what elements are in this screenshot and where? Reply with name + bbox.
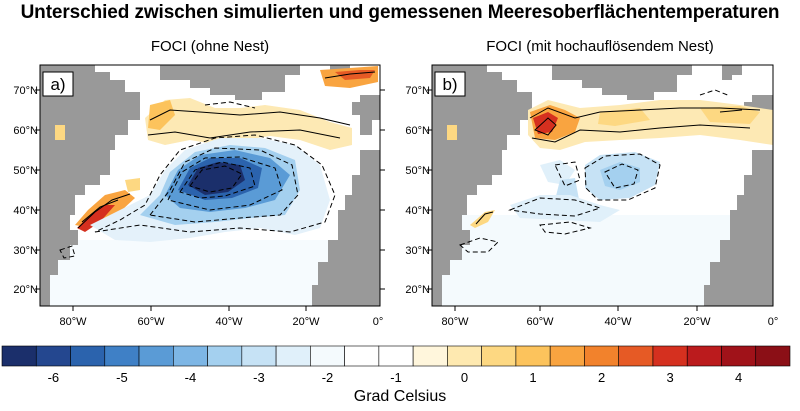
panel-a-frame	[39, 64, 381, 307]
colorbar-tick-label: 3	[666, 370, 673, 385]
lat-tick-label: 20°N	[13, 284, 38, 296]
colorbar-cell	[515, 345, 551, 367]
colorbar-tick-label: -4	[185, 370, 197, 385]
colorbar-tick-label: -6	[48, 370, 60, 385]
lat-tick-label: 70°N	[13, 85, 38, 97]
colorbar-tick-label: 0	[461, 370, 468, 385]
colorbar-cell	[310, 345, 345, 367]
colorbar-tick-label: 2	[598, 370, 605, 385]
colorbar-tick-label: 4	[735, 370, 742, 385]
colorbar-tick-label: -3	[253, 370, 265, 385]
colorbar-tick-label: -1	[390, 370, 402, 385]
lon-tick-label: 0°	[373, 316, 384, 328]
colorbar-cell	[275, 345, 311, 367]
lon-tick-label: 60°W	[526, 316, 554, 328]
colorbar-cell	[104, 345, 140, 367]
panel-b-label-box	[434, 71, 466, 97]
colorbar-cell	[173, 345, 208, 367]
lat-tick-label: 50°N	[405, 165, 430, 177]
lon-tick-label: 20°W	[292, 316, 320, 328]
lat-tick-label: 40°N	[13, 205, 38, 217]
panel-b-label: b)	[442, 75, 457, 94]
panel-b-title: FOCI (mit hochauflösendem Nest)	[486, 38, 714, 55]
lat-tick-label: 30°N	[405, 245, 430, 257]
lat-tick-label: 50°N	[13, 165, 38, 177]
colorbar-tick-label: -5	[116, 370, 128, 385]
figure-title: Unterschied zwischen simulierten und gem…	[20, 2, 780, 23]
panel-b-frame	[431, 64, 774, 307]
colorbar-cell	[378, 345, 414, 367]
lat-tick-label: 60°N	[13, 125, 38, 137]
lon-tick-label: 40°W	[604, 316, 632, 328]
lat-tick-label: 20°N	[405, 284, 430, 296]
lon-tick-label: 0°	[768, 316, 779, 328]
lon-tick-label: 20°W	[683, 316, 711, 328]
colorbar-tick-label: 1	[529, 370, 536, 385]
colorbar-cell	[412, 345, 448, 367]
lat-tick-label: 30°N	[13, 245, 38, 257]
colorbar-cell	[207, 345, 243, 367]
colorbar: -6-5-4-3-2-10123456	[1, 345, 791, 385]
lon-tick-label: 40°W	[215, 316, 243, 328]
colorbar-cell	[584, 345, 619, 367]
lat-tick-label: 40°N	[405, 205, 430, 217]
colorbar-cell	[686, 345, 722, 367]
colorbar-cell	[1, 345, 37, 367]
colorbar-tick-label: -2	[322, 370, 334, 385]
colorbar-cell	[344, 345, 380, 367]
colorbar-cell	[652, 345, 688, 367]
lon-tick-label: 60°W	[137, 316, 165, 328]
colorbar-cell	[447, 345, 482, 367]
colorbar-cell	[70, 345, 106, 367]
lon-tick-label: 80°W	[59, 316, 87, 328]
colorbar-cell	[618, 345, 654, 367]
colorbar-cell	[241, 345, 277, 367]
panel-a-label-box	[42, 71, 74, 97]
panel-a-title: FOCI (ohne Nest)	[150, 38, 270, 55]
colorbar-cell	[481, 345, 517, 367]
colorbar-cell	[549, 345, 585, 367]
lat-tick-label: 60°N	[405, 125, 430, 137]
colorbar-cell	[755, 345, 791, 367]
colorbar-cell	[35, 345, 71, 367]
lon-tick-label: 80°W	[441, 316, 469, 328]
map-panel-b: b) 70°N 60°N 50°N 40°N 30°N 20°N 80°W 60…	[405, 64, 779, 328]
panel-a-label: a)	[50, 75, 65, 94]
colorbar-title: Grad Celsius	[353, 388, 447, 405]
colorbar-cell	[138, 345, 174, 367]
colorbar-cell	[721, 345, 757, 367]
map-panel-a: a) 70°N 60°N 50°N 40°N 30°N 20°N 80°W 60…	[13, 64, 385, 328]
lat-tick-label: 70°N	[405, 85, 430, 97]
